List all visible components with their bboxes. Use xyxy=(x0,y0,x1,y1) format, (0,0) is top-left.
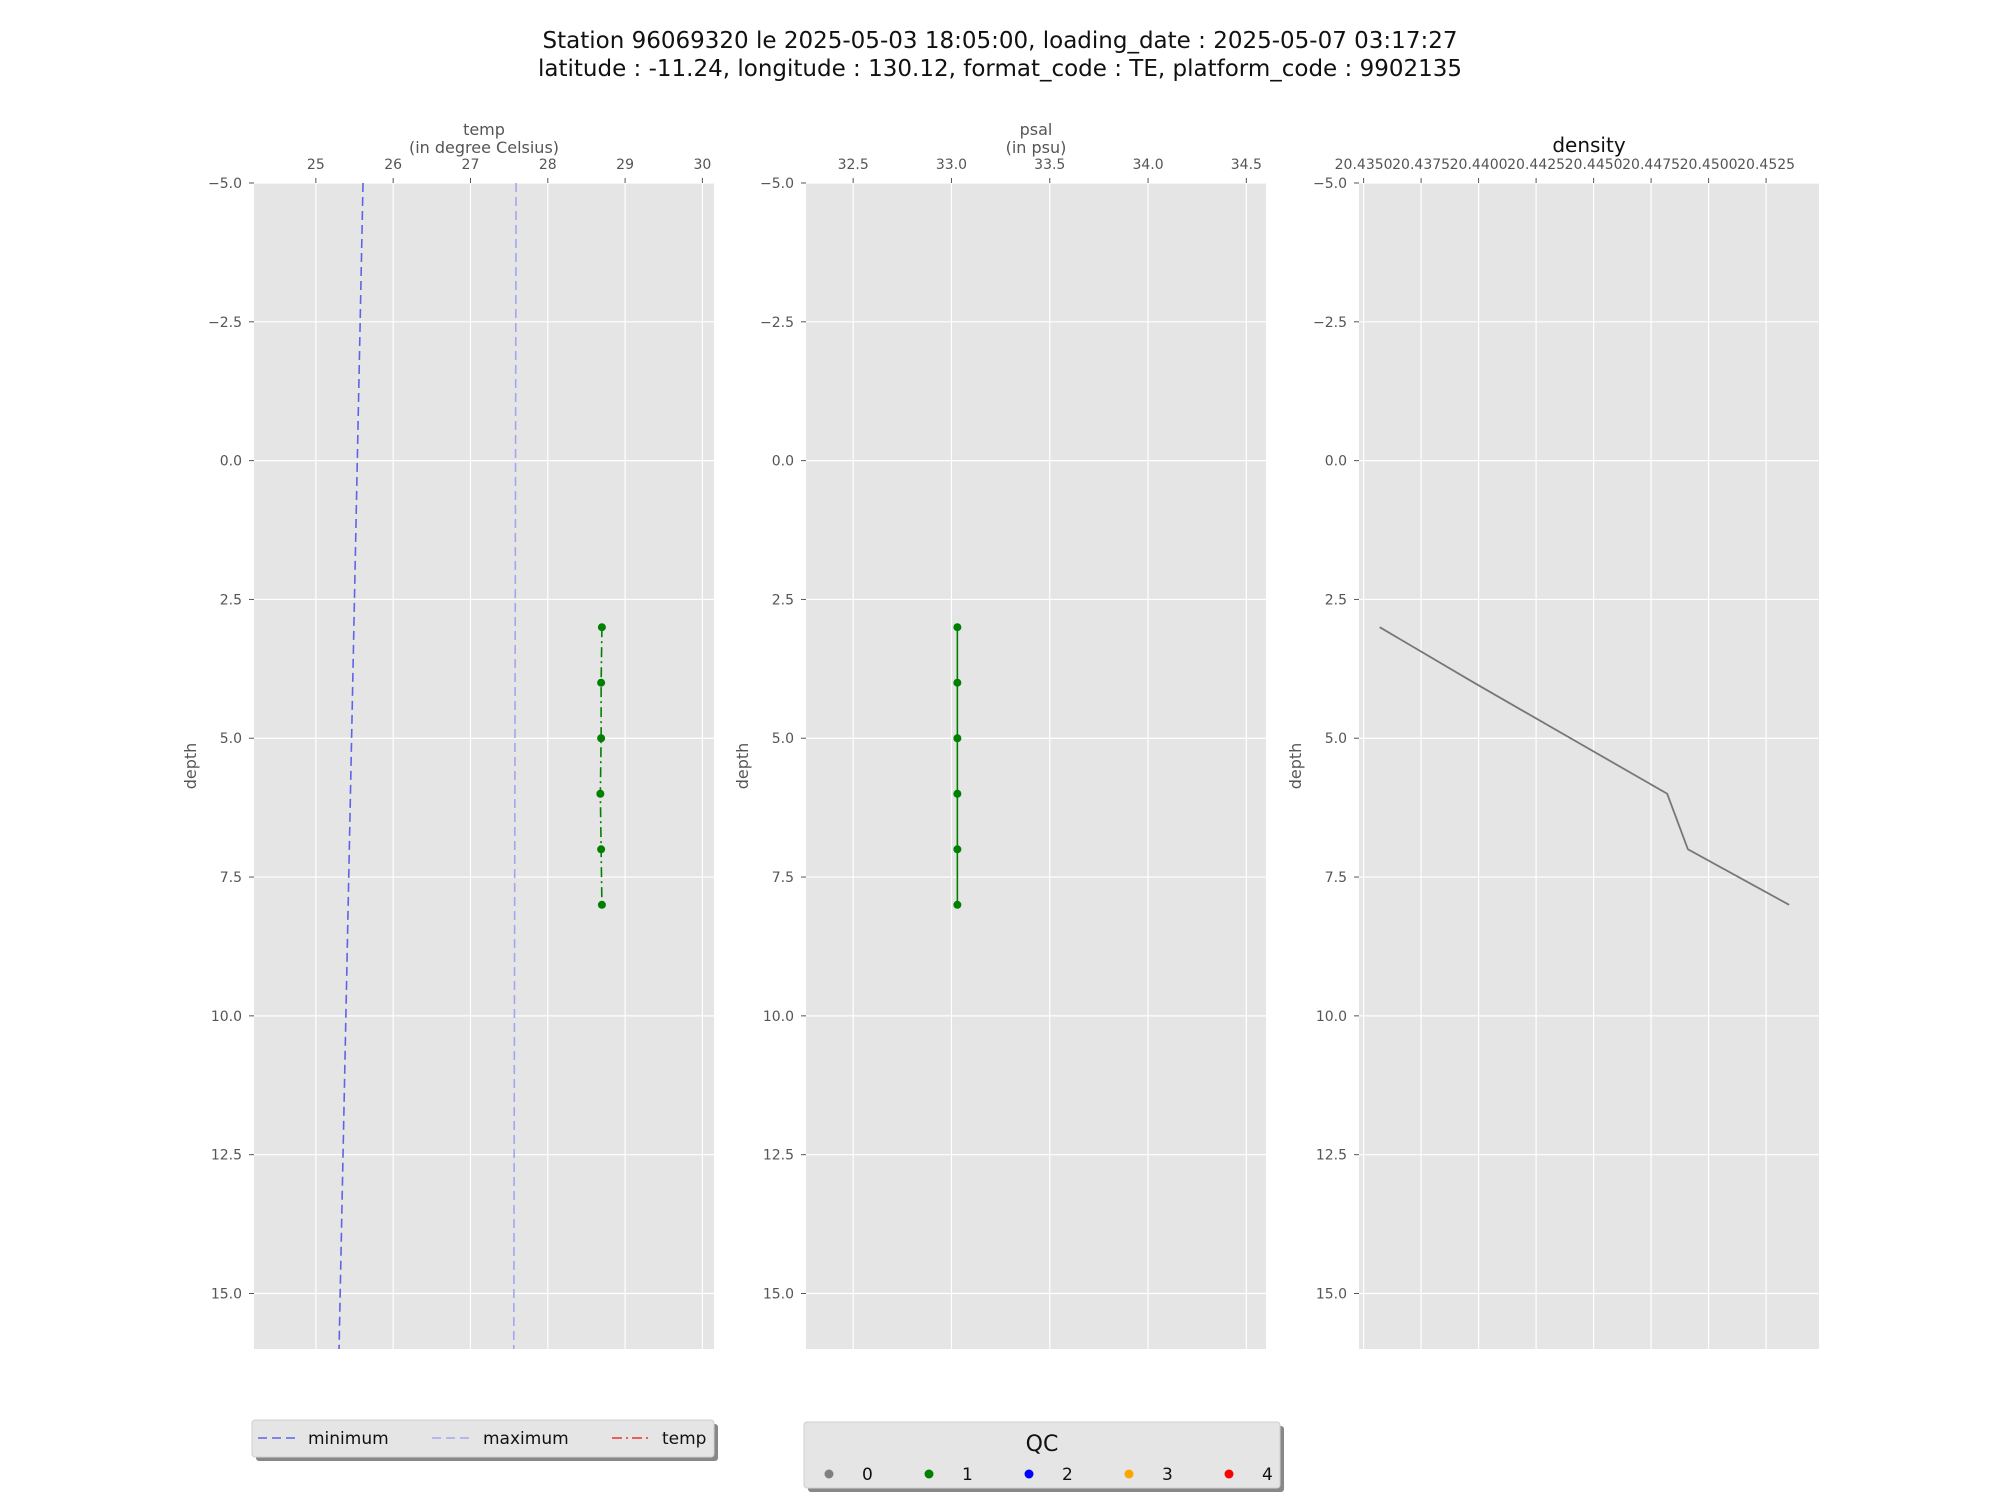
y-tick-label: 5.0 xyxy=(1325,731,1347,747)
x-tick-label: 20.4425 xyxy=(1507,157,1565,173)
y-tick-label: 0.0 xyxy=(772,454,794,470)
panel-2: 32.5 33.0 33.5 34.0 34.5 −5.0 −2.5 0.0 2.5 5.0 7.5… xyxy=(733,120,1266,1349)
panel-title: density xyxy=(1552,133,1625,157)
figure-title-line2: latitude : -11.24, longitude : 130.12, f… xyxy=(538,56,1462,82)
x-tick-label: 33.0 xyxy=(936,157,967,173)
x-tick-label: 20.4375 xyxy=(1392,157,1450,173)
y-tick-label: 5.0 xyxy=(772,731,794,747)
data-point xyxy=(953,900,962,909)
panels: 25 26 27 28 29 30 −5.0 −2.5 0.0 2.5 5.0 7.5 10.0 12.5… xyxy=(181,120,1819,1350)
x-tick-label: 34.0 xyxy=(1132,157,1163,173)
y-tick-label: 10.0 xyxy=(763,1009,794,1025)
data-point xyxy=(953,734,962,743)
x-tick-label: 20.4475 xyxy=(1622,157,1680,173)
x-tick-label: 20.4400 xyxy=(1450,157,1508,173)
y-tick-label: 7.5 xyxy=(220,870,242,886)
legend-box xyxy=(803,1421,1281,1489)
series-line-panel3-profile xyxy=(1379,626,1790,906)
qc-legend-title: QC xyxy=(1026,1432,1059,1457)
qc-marker-3 xyxy=(1124,1469,1134,1479)
x-axis-unit-label: (in degree Celsius) xyxy=(409,138,559,157)
x-tick-label: 25 xyxy=(307,157,325,173)
y-tick-label: 0.0 xyxy=(1325,454,1347,470)
x-tick-label: 27 xyxy=(462,157,480,173)
qc-marker-0 xyxy=(824,1469,834,1479)
x-tick-label: 33.5 xyxy=(1034,157,1065,173)
y-tick-label: 2.5 xyxy=(220,592,242,608)
y-tick-label: 15.0 xyxy=(211,1286,242,1302)
data-point xyxy=(596,789,605,798)
qc-label: 0 xyxy=(862,1465,873,1485)
plot-area xyxy=(254,183,714,1349)
plot-area xyxy=(1359,183,1819,1349)
y-tick-label: 10.0 xyxy=(211,1009,242,1025)
panel-1: 25 26 27 28 29 30 −5.0 −2.5 0.0 2.5 5.0 7.5 10.0 12.5… xyxy=(181,120,714,1350)
y-tick-label: 0.0 xyxy=(220,454,242,470)
legend-label: minimum xyxy=(308,1429,389,1449)
x-axis-label: temp xyxy=(463,120,505,139)
series-line-maximum xyxy=(512,182,517,1350)
y-tick-label: −2.5 xyxy=(1313,315,1347,331)
plot-area xyxy=(806,183,1266,1349)
qc-marker-1 xyxy=(924,1469,934,1479)
x-axis-label: psal xyxy=(1020,120,1053,139)
legend-label: maximum xyxy=(483,1429,569,1449)
y-tick-label: 5.0 xyxy=(220,731,242,747)
qc-marker-2 xyxy=(1024,1469,1034,1479)
y-tick-label: 10.0 xyxy=(1316,1009,1347,1025)
x-axis-unit-label: (in psu) xyxy=(1006,138,1067,157)
y-tick-label: −5.0 xyxy=(1313,176,1347,192)
x-tick-label: 20.4500 xyxy=(1680,157,1738,173)
y-axis-label: depth xyxy=(181,743,200,790)
y-tick-label: 15.0 xyxy=(763,1286,794,1302)
y-tick-label: 12.5 xyxy=(763,1148,794,1164)
x-tick-label: 32.5 xyxy=(838,157,869,173)
legend-box xyxy=(251,1419,715,1458)
legend-label: temp xyxy=(662,1429,706,1449)
x-tick-label: 20.4525 xyxy=(1737,157,1795,173)
data-point xyxy=(953,678,962,687)
y-tick-label: 7.5 xyxy=(1325,870,1347,886)
y-tick-label: −5.0 xyxy=(208,176,242,192)
y-tick-label: 12.5 xyxy=(1316,1148,1347,1164)
y-tick-label: 12.5 xyxy=(211,1148,242,1164)
x-tick-label: 34.5 xyxy=(1231,157,1262,173)
qc-legend: QC 0 1 2 3 4 xyxy=(803,1421,1284,1492)
x-tick-label: 29 xyxy=(616,157,634,173)
y-axis-label: depth xyxy=(1286,743,1305,790)
data-point xyxy=(597,845,606,854)
x-tick-label: 20.4450 xyxy=(1565,157,1623,173)
x-tick-label: 20.4350 xyxy=(1335,157,1393,173)
data-point xyxy=(597,623,606,632)
x-tick-label: 26 xyxy=(384,157,402,173)
data-point xyxy=(953,789,962,798)
y-axis-label: depth xyxy=(733,743,752,790)
figure-title-line1: Station 96069320 le 2025-05-03 18:05:00,… xyxy=(543,28,1458,54)
qc-label: 1 xyxy=(962,1465,973,1485)
y-tick-label: 2.5 xyxy=(772,592,794,608)
y-tick-label: 2.5 xyxy=(1325,592,1347,608)
y-tick-label: −2.5 xyxy=(208,315,242,331)
data-point xyxy=(597,900,606,909)
y-tick-label: 7.5 xyxy=(772,870,794,886)
data-point xyxy=(597,678,606,687)
y-tick-label: −5.0 xyxy=(760,176,794,192)
qc-marker-4 xyxy=(1224,1469,1234,1479)
x-tick-label: 28 xyxy=(539,157,557,173)
series-line-minimum xyxy=(338,182,364,1350)
data-point xyxy=(597,734,606,743)
series-line-temp xyxy=(599,627,603,905)
line-style-legend: minimum maximum temp xyxy=(251,1419,718,1461)
data-point xyxy=(953,845,962,854)
panel-3: 20.4350 20.4375 20.4400 20.4425 20.4450 20.44… xyxy=(1286,133,1819,1349)
qc-label: 4 xyxy=(1262,1465,1273,1485)
data-point xyxy=(953,623,962,632)
y-tick-label: −2.5 xyxy=(760,315,794,331)
qc-label: 3 xyxy=(1162,1465,1173,1485)
x-tick-label: 30 xyxy=(693,157,711,173)
y-tick-label: 15.0 xyxy=(1316,1286,1347,1302)
qc-label: 2 xyxy=(1062,1465,1073,1485)
